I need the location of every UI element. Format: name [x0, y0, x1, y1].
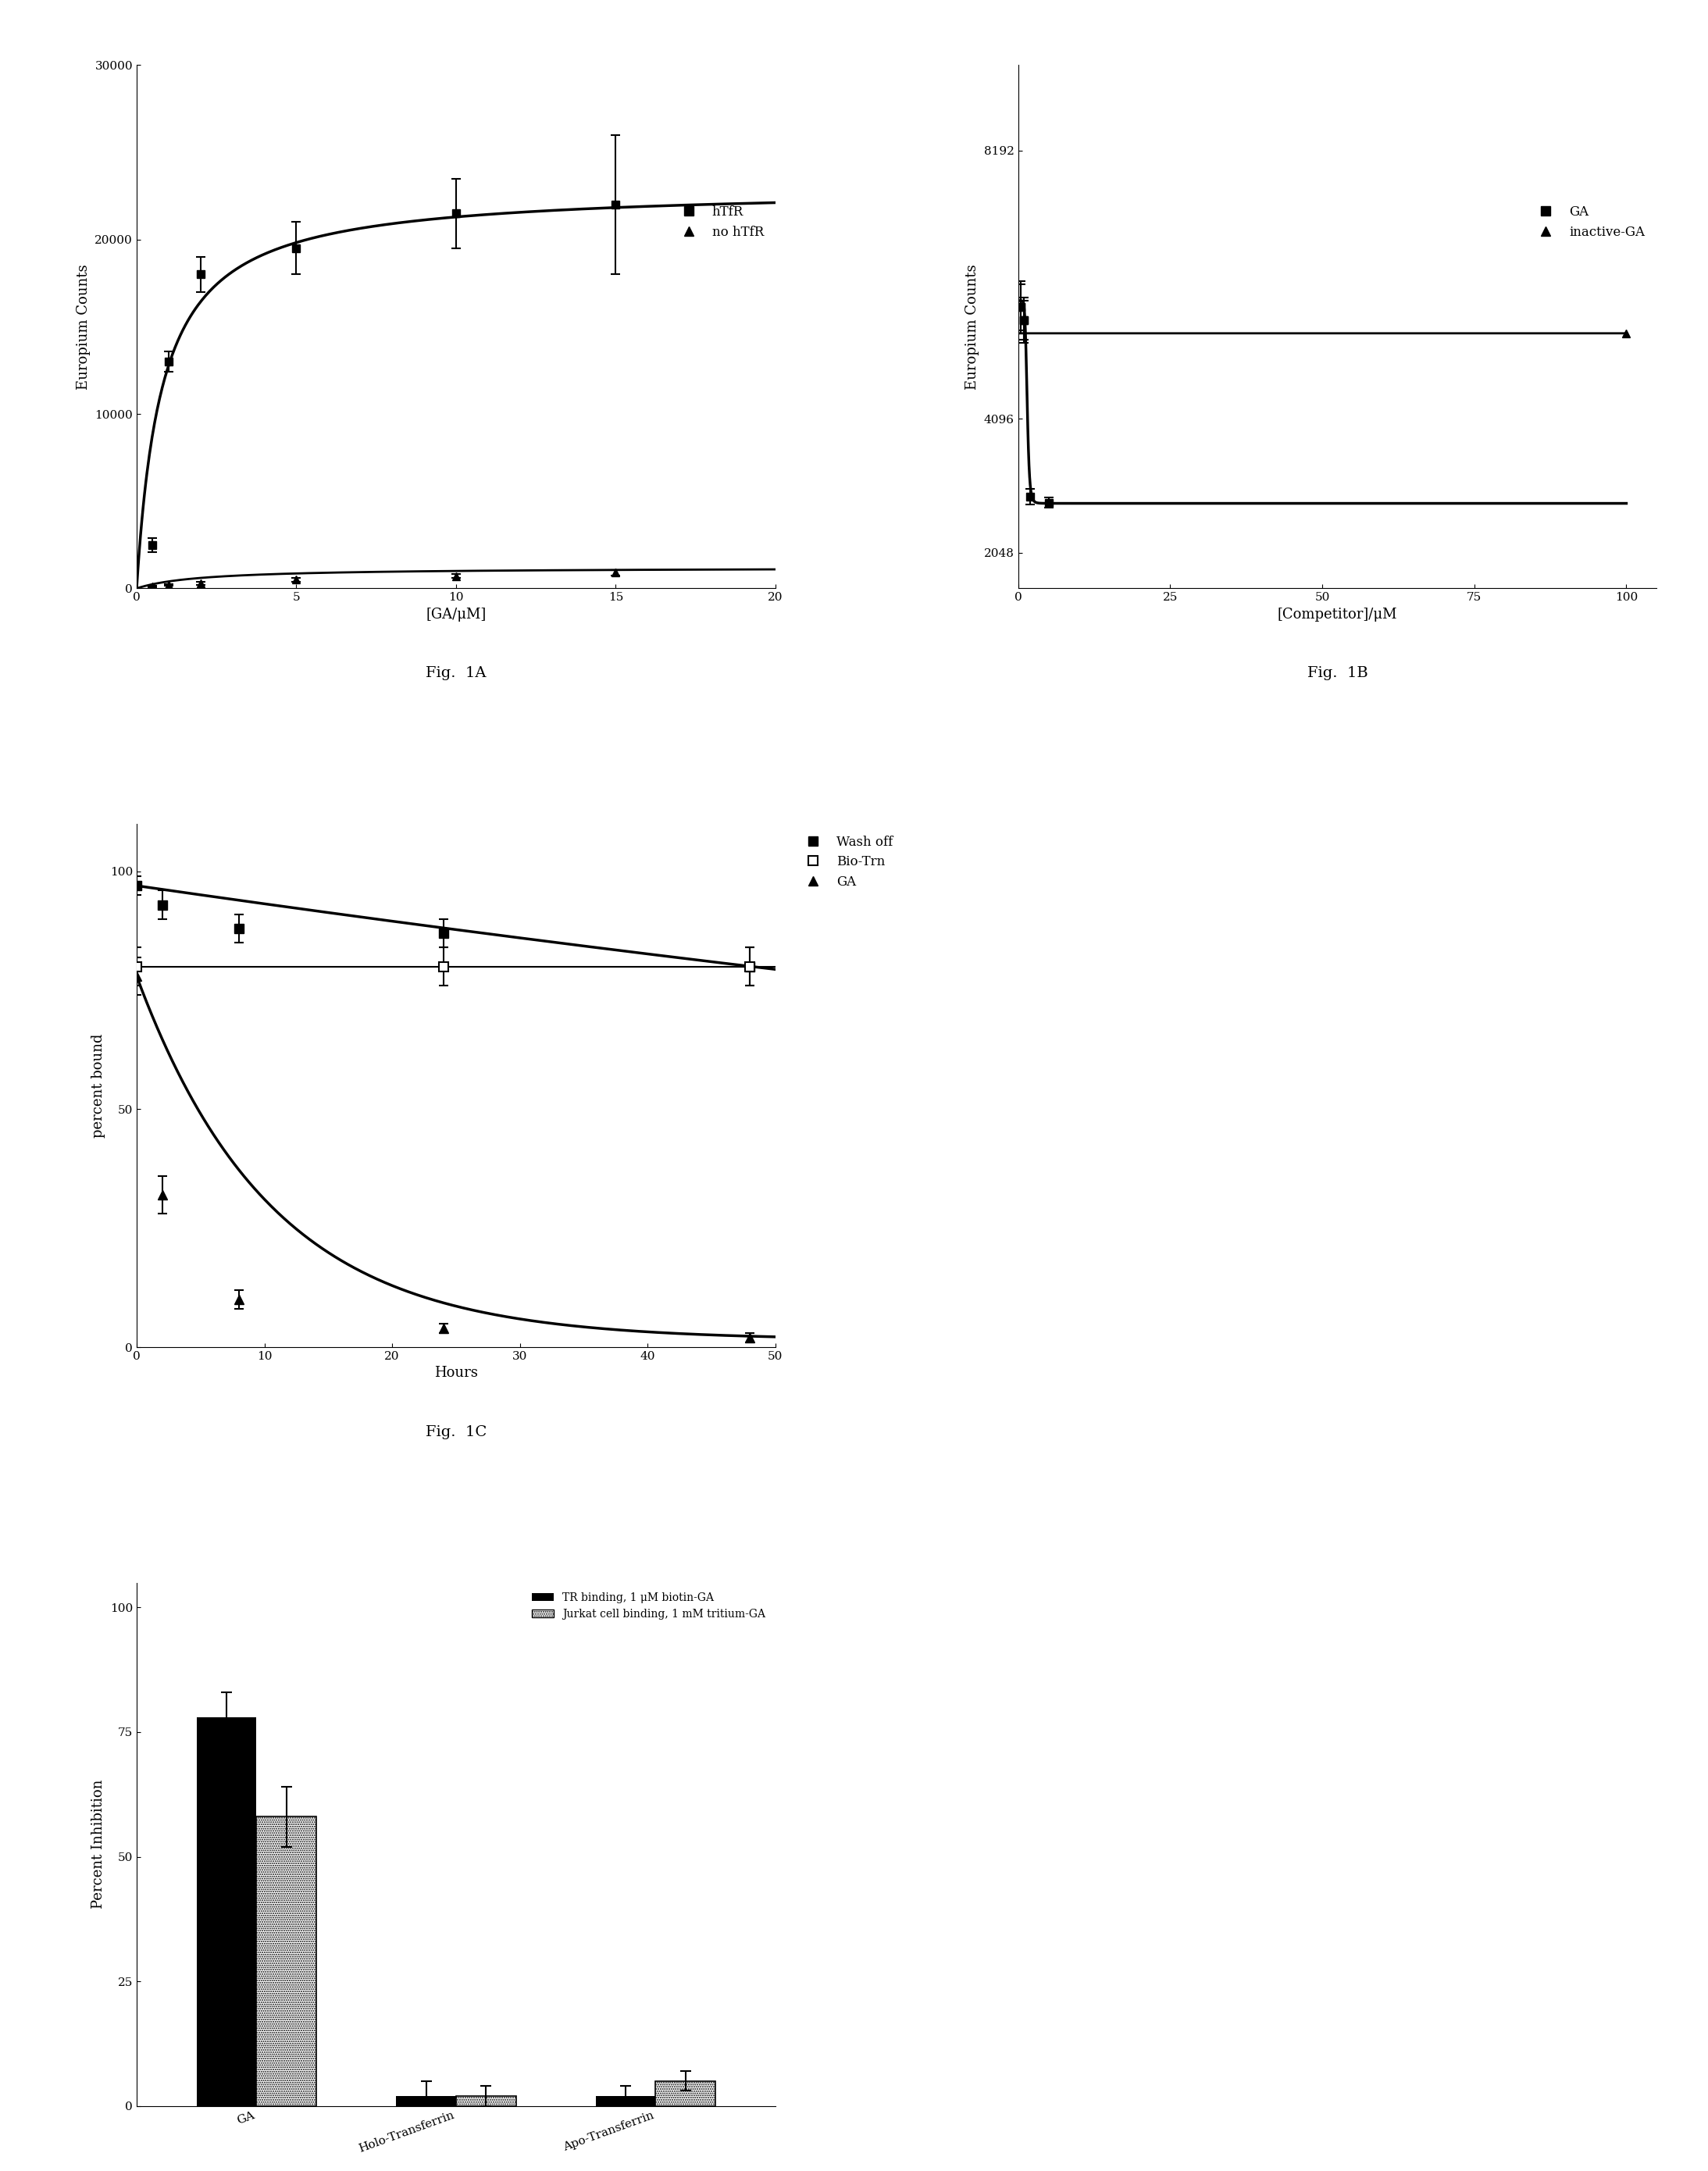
- Legend: Wash off, Bio-Trn, GA: Wash off, Bio-Trn, GA: [794, 829, 898, 894]
- Legend: hTfR, no hTfR: hTfR, no hTfR: [670, 200, 769, 243]
- Text: Fig.  1C: Fig. 1C: [425, 1424, 487, 1439]
- Y-axis label: Europium Counts: Europium Counts: [965, 265, 979, 389]
- X-axis label: Hours: Hours: [434, 1366, 478, 1381]
- Bar: [456, 2095, 516, 2106]
- X-axis label: [Competitor]/μM: [Competitor]/μM: [1278, 608, 1397, 621]
- Bar: [656, 2082, 716, 2106]
- Text: Fig.  1A: Fig. 1A: [425, 666, 487, 680]
- Bar: [196, 1717, 256, 2106]
- Legend: GA, inactive-GA: GA, inactive-GA: [1527, 200, 1650, 243]
- Bar: [256, 1817, 316, 2106]
- X-axis label: [GA/μM]: [GA/μM]: [425, 608, 487, 621]
- Y-axis label: percent bound: percent bound: [92, 1033, 106, 1138]
- Y-axis label: Europium Counts: Europium Counts: [77, 265, 91, 389]
- Text: Fig.  1B: Fig. 1B: [1307, 666, 1368, 680]
- Bar: [596, 2095, 656, 2106]
- Y-axis label: Percent Inhibition: Percent Inhibition: [92, 1780, 106, 1908]
- Bar: [396, 2095, 456, 2106]
- Legend: TR binding, 1 μM biotin-GA, Jurkat cell binding, 1 mM tritium-GA: TR binding, 1 μM biotin-GA, Jurkat cell …: [528, 1587, 770, 1624]
